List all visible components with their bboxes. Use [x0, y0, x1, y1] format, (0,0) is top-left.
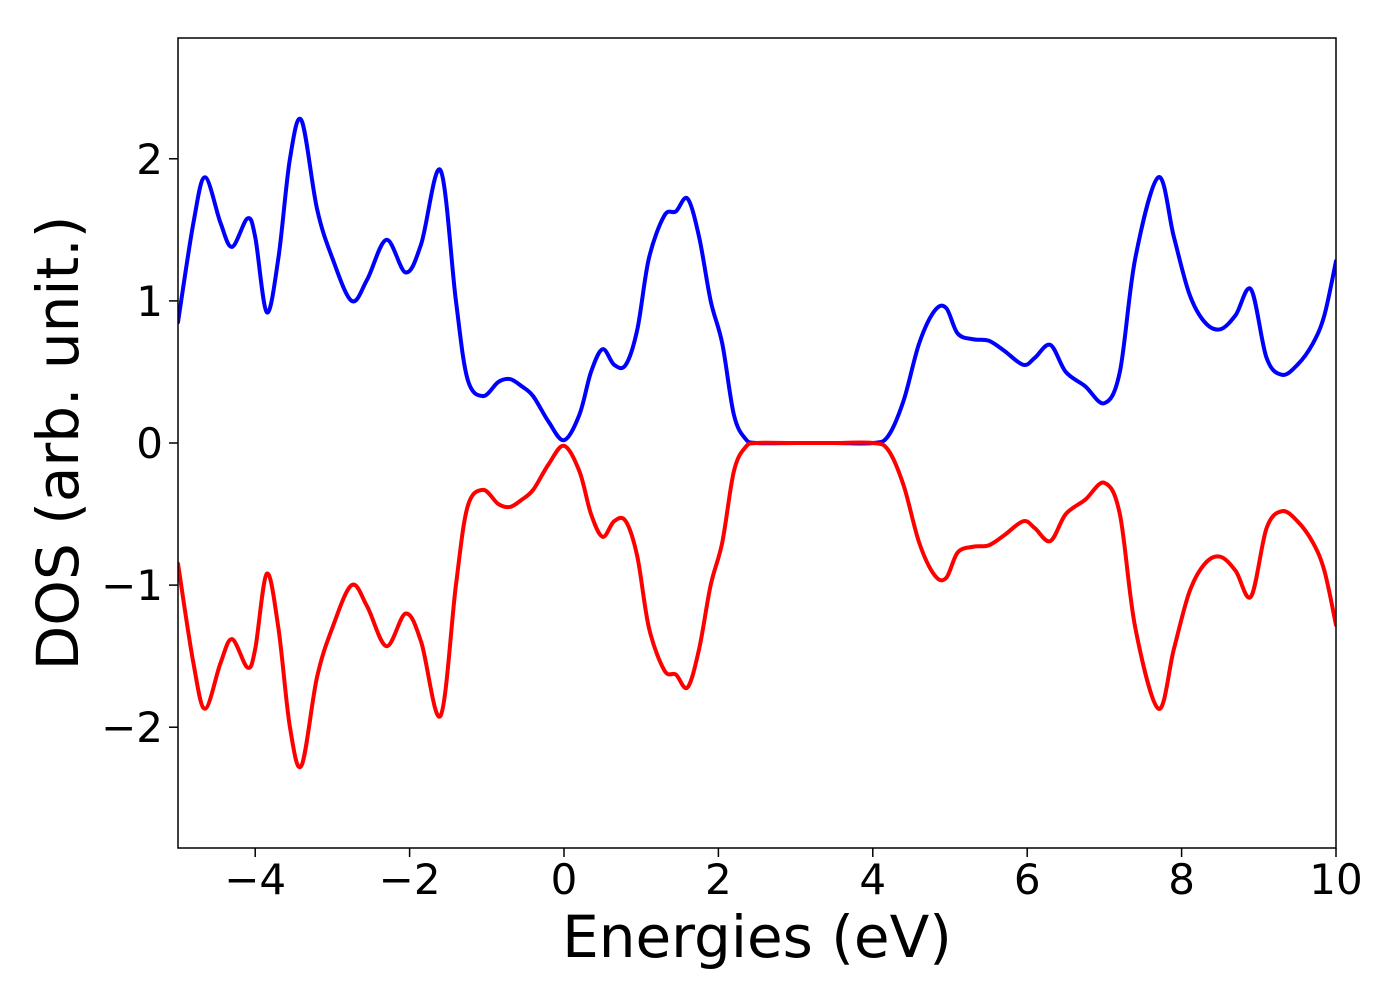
x-tick-label: −4 [224, 855, 286, 904]
series-line-2 [178, 440, 1336, 770]
series-line-1 [178, 116, 1336, 446]
y-tick-label: 1 [136, 277, 163, 326]
x-tick-label: 4 [859, 855, 886, 904]
y-tick-label: 2 [136, 135, 163, 184]
x-tick-label: 10 [1309, 855, 1362, 904]
series-layer [178, 116, 1336, 770]
y-tick-label: 0 [136, 419, 163, 468]
x-axis: −4 −2 0 2 4 6 8 10 [224, 848, 1363, 904]
x-axis-label: Energies (eV) [562, 903, 952, 971]
x-tick-label: 8 [1168, 855, 1195, 904]
y-tick-label: −2 [101, 703, 163, 752]
y-axis: 2 1 0 −1 −2 [101, 135, 178, 752]
y-axis-label: DOS (arb. unit.) [24, 216, 92, 671]
x-tick-label: 6 [1014, 855, 1041, 904]
x-tick-label: −2 [379, 855, 441, 904]
x-tick-label: 0 [551, 855, 578, 904]
y-tick-label: −1 [101, 561, 163, 610]
x-tick-label: 2 [705, 855, 732, 904]
